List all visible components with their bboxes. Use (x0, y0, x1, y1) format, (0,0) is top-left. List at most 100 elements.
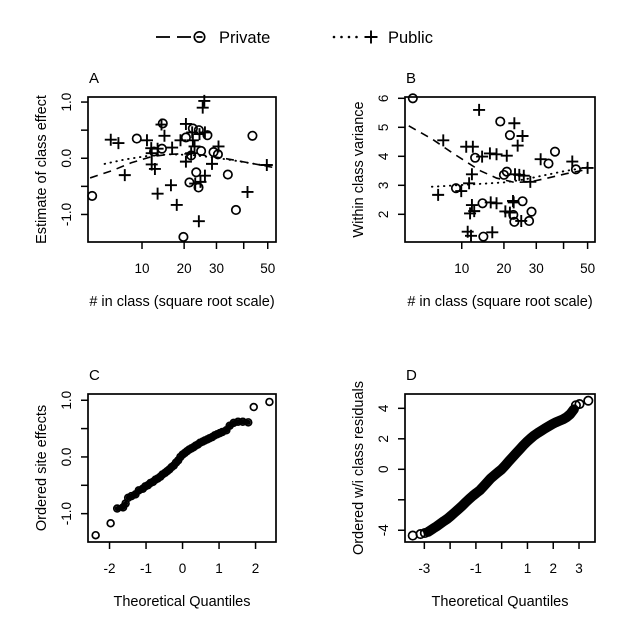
data-point-plus (476, 150, 489, 163)
data-point-circle (574, 399, 585, 410)
data-point-plus (112, 137, 125, 150)
data-point-plus (151, 187, 164, 200)
data-point-plus (155, 118, 168, 131)
data-point-plus (185, 147, 198, 160)
data-point-circle (504, 130, 515, 141)
data-point-plus (198, 169, 211, 182)
data-point-circle (470, 152, 481, 163)
x-tick-label: -2 (104, 561, 116, 576)
y-tick-label: 2 (376, 211, 391, 219)
private-circle-marker-icon (193, 30, 206, 44)
x-tick-label: -3 (418, 561, 430, 576)
data-point-circle (134, 486, 143, 495)
data-point-circle (249, 402, 258, 412)
data-point-plus (194, 175, 207, 188)
x-tick-label: 50 (580, 261, 595, 276)
data-point-circle (517, 196, 528, 207)
trend-line-private (89, 152, 273, 179)
panel-letter: A (89, 70, 99, 87)
data-point-circle (265, 397, 274, 407)
y-tick-label: 0.0 (59, 448, 74, 467)
trend-line-private (408, 125, 588, 184)
x-tick-label: 3 (575, 561, 583, 576)
y-tick-label: 5 (376, 124, 391, 132)
data-point-plus (455, 185, 468, 198)
trend-line-public (430, 166, 589, 188)
x-tick-label: 2 (549, 561, 557, 576)
public-dotted-line-icon (332, 35, 336, 39)
data-point-plus (490, 148, 503, 161)
data-point-plus (486, 226, 499, 239)
data-point-plus (170, 198, 183, 211)
data-point-plus (186, 134, 199, 147)
data-point-circle (222, 169, 233, 180)
data-point-plus (503, 206, 516, 219)
y-axis-label: Estimate of class effect (34, 95, 50, 244)
data-point-circle (549, 146, 561, 157)
y-axis-label: Within class variance (351, 101, 367, 237)
legend-private-label: Private (219, 29, 270, 47)
data-point-circle (570, 164, 581, 175)
data-point-circle (233, 417, 243, 427)
panel-a: 10 20 30 50 -1.0 0.0 1.0 A # in class (square ro… (34, 70, 277, 310)
panel-b: 10 20 30 50 2 3 4 5 6 B # in class (square root sc… (351, 70, 596, 310)
data-point-circle (171, 458, 181, 467)
data-point-plus (118, 169, 131, 182)
data-point-plus (524, 175, 537, 188)
data-point-plus (212, 140, 225, 153)
data-point-plus (508, 117, 521, 130)
x-tick-label: -1 (470, 561, 482, 576)
y-tick-label: 1.0 (59, 93, 74, 112)
y-axis-label: Ordered w/i class residuals (351, 381, 367, 555)
data-point-plus (174, 134, 187, 147)
y-tick-label: -1.0 (59, 502, 74, 525)
x-axis-label: Theoretical Quantiles (113, 594, 250, 610)
legend: Private Public (156, 29, 433, 47)
data-point-plus (517, 169, 530, 182)
y-tick-label: 1.0 (59, 391, 74, 410)
data-point-plus (166, 141, 179, 154)
data-point-circle (495, 116, 506, 127)
data-point-circle (478, 231, 489, 242)
x-tick-label: 30 (529, 261, 544, 276)
data-point-circle (244, 418, 253, 427)
legend-item-public: Public (332, 29, 433, 47)
data-point-plus (198, 94, 211, 107)
data-point-plus (516, 130, 529, 143)
data-point-circle (180, 132, 191, 143)
data-point-plus (193, 128, 206, 141)
data-point-plus (148, 162, 161, 175)
data-point-plus (145, 147, 158, 160)
data-point-circle (247, 130, 258, 141)
x-tick-label: 1 (524, 561, 532, 576)
panel-d: -3 -1 1 2 3 -4 0 2 4 D Theoretical Quantiles Ordere… (351, 367, 596, 610)
panel-letter: D (406, 367, 417, 384)
data-point-plus (515, 214, 528, 227)
data-point-plus (464, 207, 477, 220)
data-point-plus (463, 177, 476, 190)
y-tick-label: 4 (376, 404, 391, 412)
y-axis-label: Ordered site effects (34, 405, 50, 531)
data-point-plus (507, 196, 520, 209)
data-point-circle (191, 167, 202, 178)
plot-box (404, 393, 596, 543)
data-point-plus (484, 196, 497, 209)
x-tick-label: 20 (177, 261, 192, 276)
y-tick-label: 3 (376, 182, 391, 190)
plot-box (404, 96, 596, 243)
data-point-circle (196, 145, 207, 157)
data-point-plus (206, 157, 219, 170)
x-tick-label: 50 (260, 261, 275, 276)
data-point-circle (202, 130, 213, 141)
data-point-circle (498, 169, 509, 180)
data-point-plus (432, 188, 445, 201)
data-point-plus (511, 139, 524, 152)
y-tick-label: -4 (376, 524, 391, 536)
x-axis-label: Theoretical Quantiles (431, 594, 568, 610)
legend-item-private: Private (156, 29, 270, 47)
data-point-plus (500, 149, 513, 162)
data-point-circle (543, 158, 554, 169)
data-point-plus (437, 134, 450, 147)
